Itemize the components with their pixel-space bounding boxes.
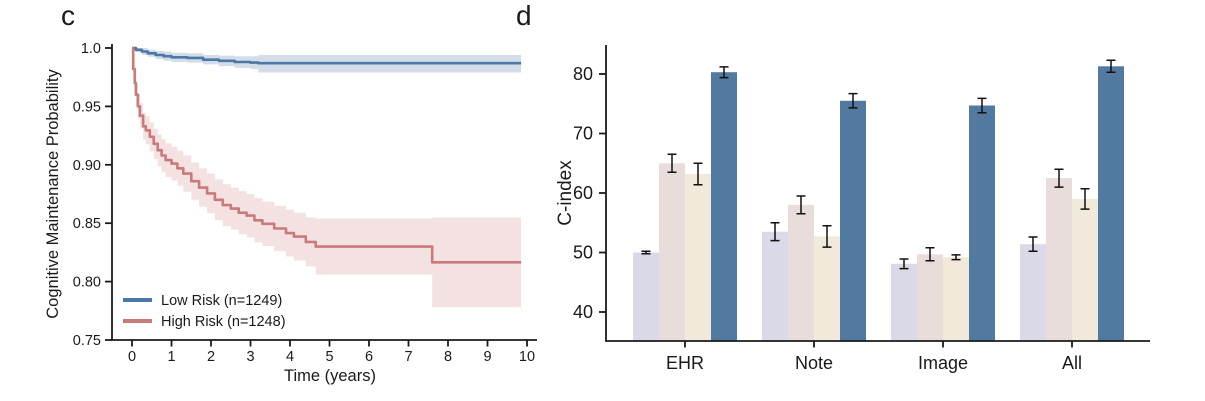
km-xtick-label-6: 6 bbox=[365, 349, 373, 365]
bar-all-series-2 bbox=[1046, 178, 1072, 341]
errorbar-all-series-4 bbox=[1106, 59, 1116, 73]
bar-ytick-label-0: 40 bbox=[573, 302, 593, 322]
km-xtick-label-8: 8 bbox=[444, 349, 452, 365]
km-series-0-line bbox=[132, 46, 522, 65]
errorbar-all-series-2 bbox=[1054, 168, 1064, 188]
km-survival-chart: 1.0 0.95 0.90 0.85 0.80 0.75 0 1 2 3 4 5 6 7 8 9 10 Time … bbox=[44, 41, 537, 385]
bar-category-label-ehr: EHR bbox=[666, 353, 704, 373]
bar-ytick-label-2: 60 bbox=[573, 183, 593, 203]
errorbar-image-series-1 bbox=[899, 258, 909, 270]
errorbar-ehr-series-1 bbox=[641, 250, 651, 255]
errorbar-ehr-series-2 bbox=[667, 153, 677, 173]
bar-image-series-2 bbox=[917, 254, 943, 341]
km-xtick-label-4: 4 bbox=[286, 349, 294, 365]
km-xtick-label-10: 10 bbox=[519, 349, 535, 365]
cindex-bar-chart: 40 50 60 70 80 EHR Note Image All C-index bbox=[555, 45, 1150, 373]
km-legend-label-1: High Risk (n=1248) bbox=[161, 314, 286, 330]
panel-c-label: c bbox=[61, 0, 75, 31]
errorbar-all-series-3 bbox=[1080, 188, 1090, 210]
km-xtick-label-7: 7 bbox=[404, 349, 412, 365]
bar-axis-spines bbox=[605, 45, 1150, 342]
km-xtick-label-1: 1 bbox=[167, 349, 175, 365]
bar-ehr-series-1 bbox=[633, 252, 659, 341]
bar-note-series-2 bbox=[788, 204, 814, 341]
bar-yaxis-title: C-index bbox=[555, 160, 576, 226]
km-series-1-line bbox=[131, 46, 522, 264]
km-ytick-label-1: 0.95 bbox=[73, 99, 101, 115]
bar-ehr-series-2 bbox=[659, 163, 685, 342]
km-xtick-label-2: 2 bbox=[207, 349, 215, 365]
errorbar-note-series-4 bbox=[848, 92, 858, 109]
errorbar-note-series-2 bbox=[796, 195, 806, 215]
km-ytick-label-3: 0.85 bbox=[73, 216, 101, 232]
errorbar-note-series-3 bbox=[822, 224, 832, 248]
bar-ytick-label-3: 70 bbox=[573, 124, 593, 144]
bar-all-series-4 bbox=[1098, 66, 1124, 342]
bar-note-series-1 bbox=[762, 231, 788, 341]
km-xtick-label-0: 0 bbox=[128, 349, 136, 365]
km-yaxis-title: Cognitive Maintenance Probability bbox=[44, 69, 62, 319]
errorbar-image-series-2 bbox=[925, 246, 935, 262]
bar-ehr-series-4 bbox=[711, 72, 737, 341]
bar-image-series-4 bbox=[969, 105, 995, 341]
km-ytick-label-0: 1.0 bbox=[81, 41, 101, 57]
bar-all-series-1 bbox=[1020, 244, 1046, 341]
km-xtick-label-5: 5 bbox=[325, 349, 333, 365]
bar-note-series-3 bbox=[814, 236, 840, 341]
km-series-0-band bbox=[132, 48, 522, 73]
bar-category-label-all: All bbox=[1062, 353, 1082, 373]
bar-ehr-series-3 bbox=[685, 174, 711, 341]
errorbar-ehr-series-4 bbox=[719, 66, 729, 79]
bar-note-series-4 bbox=[840, 100, 866, 341]
bar-image-series-1 bbox=[891, 263, 917, 341]
panel-d-label: d bbox=[516, 0, 532, 31]
km-legend-label-0: Low Risk (n=1249) bbox=[161, 293, 282, 309]
km-xtick-label-9: 9 bbox=[483, 349, 491, 365]
km-series-1-band bbox=[132, 48, 522, 308]
km-xaxis-title: Time (years) bbox=[284, 367, 376, 385]
bar-category-label-note: Note bbox=[795, 353, 833, 373]
km-xtick-label-3: 3 bbox=[246, 349, 254, 365]
errorbar-image-series-4 bbox=[977, 97, 987, 114]
km-ytick-label-4: 0.80 bbox=[73, 275, 101, 291]
bar-category-label-image: Image bbox=[918, 353, 968, 373]
bar-image-series-3 bbox=[943, 257, 969, 341]
bar-all-series-3 bbox=[1072, 198, 1098, 341]
errorbar-image-series-3 bbox=[951, 254, 961, 261]
km-ytick-label-5: 0.75 bbox=[73, 333, 101, 349]
bar-ytick-label-1: 50 bbox=[573, 243, 593, 263]
errorbar-note-series-1 bbox=[770, 222, 780, 242]
errorbar-all-series-1 bbox=[1028, 236, 1038, 253]
km-ytick-label-2: 0.90 bbox=[73, 158, 101, 174]
errorbar-ehr-series-3 bbox=[693, 162, 703, 186]
bar-ytick-label-4: 80 bbox=[573, 64, 593, 84]
